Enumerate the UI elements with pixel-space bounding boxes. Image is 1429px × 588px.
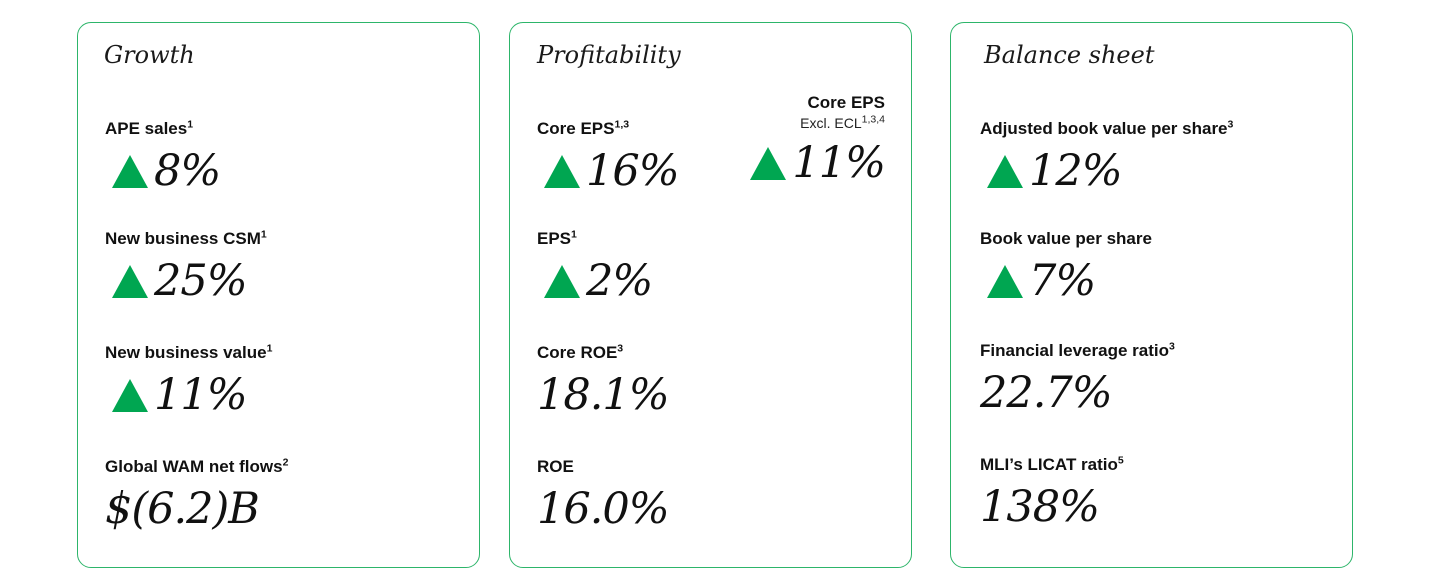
metric-value: 18.1%: [537, 370, 670, 420]
metric-book-value-per-share: Book value per share 7%: [980, 229, 1152, 307]
metric-core-eps-excl-ecl: Core EPS Excl. ECL1,3,4 11%: [743, 93, 886, 189]
card-title: Profitability: [537, 41, 681, 69]
metric-label: Book value per share: [980, 229, 1152, 248]
trend-up-icon: [750, 146, 787, 180]
metric-label: EPS: [537, 229, 572, 248]
footnote-marker: 1,3: [614, 118, 630, 131]
card-title: Balance sheet: [984, 41, 1155, 69]
metric-label: MLI’s LICAT ratio: [980, 455, 1118, 474]
footnote-marker: 1: [571, 228, 577, 241]
metric-value: 22.7%: [980, 368, 1113, 418]
metric-core-eps: Core EPS1,3 16%: [537, 118, 680, 197]
trend-up-icon: [987, 264, 1023, 298]
growth-card: Growth APE sales1 8% New business CSM1 2…: [77, 22, 480, 568]
trend-up-icon: [544, 154, 580, 188]
footnote-marker: 3: [1227, 118, 1234, 131]
metric-label: Global WAM net flows: [105, 457, 283, 476]
metric-label: APE sales: [105, 119, 188, 138]
metric-value: 11%: [792, 138, 886, 188]
metric-label: Core EPS: [807, 93, 885, 112]
profitability-card: Profitability Core EPS1,3 16% Core EPS E…: [509, 22, 912, 568]
metric-value: 16.0%: [537, 484, 670, 534]
trend-up-icon: [112, 264, 148, 298]
metric-value: 25%: [154, 256, 248, 306]
card-title: Growth: [104, 41, 195, 69]
metric-label: Core ROE: [537, 343, 618, 362]
metric-label: New business CSM: [105, 229, 261, 248]
footnote-marker: 2: [282, 456, 289, 469]
trend-up-icon: [112, 154, 148, 188]
metric-value: $(6.2)B: [105, 484, 260, 534]
metric-value: 8%: [154, 146, 221, 196]
metric-sub-label: Excl. ECL: [800, 115, 862, 131]
balance-sheet-card: Balance sheet Adjusted book value per sh…: [950, 22, 1353, 568]
metric-value: 7%: [1029, 256, 1096, 306]
metric-new-business-value: New business value1 11%: [105, 343, 272, 421]
metric-value: 11%: [154, 370, 248, 420]
trend-up-icon: [544, 264, 580, 298]
metric-label: Financial leverage ratio: [980, 341, 1169, 360]
footnote-marker: 1,3,4: [861, 113, 885, 126]
metric-financial-leverage-ratio: Financial leverage ratio3 22.7%: [980, 341, 1175, 419]
metric-value: 138%: [980, 482, 1100, 532]
metric-eps: EPS1 2%: [537, 228, 653, 307]
metric-value: 12%: [1029, 146, 1123, 196]
footnote-marker: 1: [260, 228, 267, 241]
footnote-marker: 5: [1117, 454, 1124, 467]
metric-adjusted-book-value-per-share: Adjusted book value per share3 12%: [980, 119, 1233, 197]
metric-value: 2%: [586, 256, 653, 306]
metric-core-roe: Core ROE3 18.1%: [537, 342, 670, 421]
metric-label: New business value: [105, 343, 267, 362]
footnote-marker: 1: [187, 118, 194, 131]
metric-label: Core EPS: [537, 119, 615, 138]
footnote-marker: 3: [1168, 340, 1175, 353]
metric-mli-licat-ratio: MLI’s LICAT ratio5 138%: [980, 455, 1124, 533]
footnote-marker: 1: [266, 342, 273, 355]
metric-global-wam-net-flows: Global WAM net flows2 $(6.2)B: [105, 457, 288, 535]
metric-label: ROE: [537, 457, 574, 476]
trend-up-icon: [112, 378, 148, 412]
metric-label: Adjusted book value per share: [980, 119, 1228, 138]
footnote-marker: 3: [617, 342, 624, 355]
metric-ape-sales: APE sales1 8%: [105, 118, 221, 197]
metric-value: 16%: [586, 146, 680, 196]
metric-new-business-csm: New business CSM1 25%: [105, 229, 267, 307]
metric-roe: ROE 16.0%: [537, 457, 670, 535]
trend-up-icon: [987, 154, 1023, 188]
